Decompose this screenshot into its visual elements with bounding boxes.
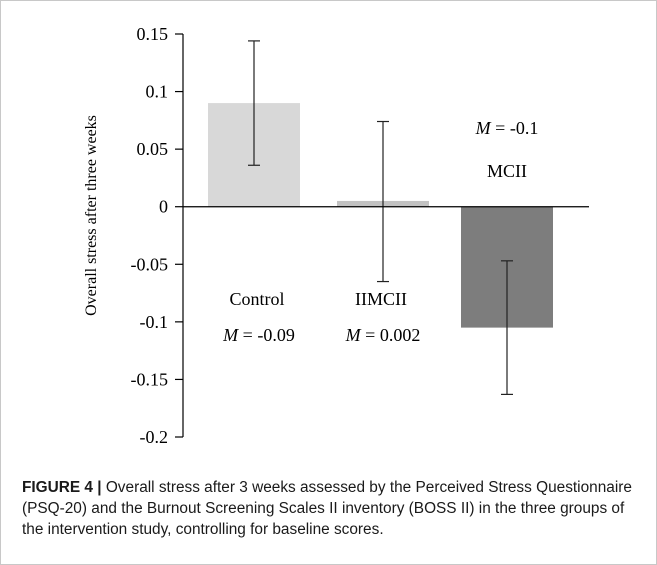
y-tick-label: -0.05	[131, 254, 169, 274]
bar-chart: 0.15 0.1 0.05 0 -0.05 -0.1 -0.15 -0.2 Control M …	[83, 24, 589, 447]
figure-label: FIGURE 4 |	[22, 479, 102, 496]
error-bar-mcii	[501, 260, 513, 395]
annotation-group-name: Control	[229, 289, 284, 309]
error-bars	[248, 40, 513, 395]
annotations: Control M = -0.09 IIMCII M = 0.002 MCII M = -…	[222, 118, 538, 345]
y-tick-label: -0.15	[131, 369, 169, 389]
y-tick-label: 0.1	[146, 82, 169, 102]
error-bar-control	[248, 40, 260, 166]
y-tick-label: 0.05	[137, 139, 169, 159]
y-tick-label: 0	[159, 197, 168, 217]
annotation-mean: M = 0.002	[345, 325, 421, 345]
annotation-group-name: IIMCII	[355, 289, 407, 309]
y-tick-label: 0.15	[137, 24, 169, 44]
caption-text: Overall stress after 3 weeks assessed by…	[22, 479, 632, 538]
y-tick-label: -0.1	[140, 312, 169, 332]
annotation-mean: M = -0.1	[475, 118, 539, 138]
y-tick-label: -0.2	[140, 427, 169, 447]
error-bar-iimcii	[377, 120, 389, 283]
annotation-mean: M = -0.09	[222, 325, 295, 345]
annotation-group-name: MCII	[487, 161, 527, 181]
y-axis-title: Overall stress after three weeks	[83, 115, 100, 316]
y-axis: 0.15 0.1 0.05 0 -0.05 -0.1 -0.15 -0.2	[131, 24, 184, 447]
figure-caption: FIGURE 4 | Overall stress after 3 weeks …	[22, 477, 642, 540]
